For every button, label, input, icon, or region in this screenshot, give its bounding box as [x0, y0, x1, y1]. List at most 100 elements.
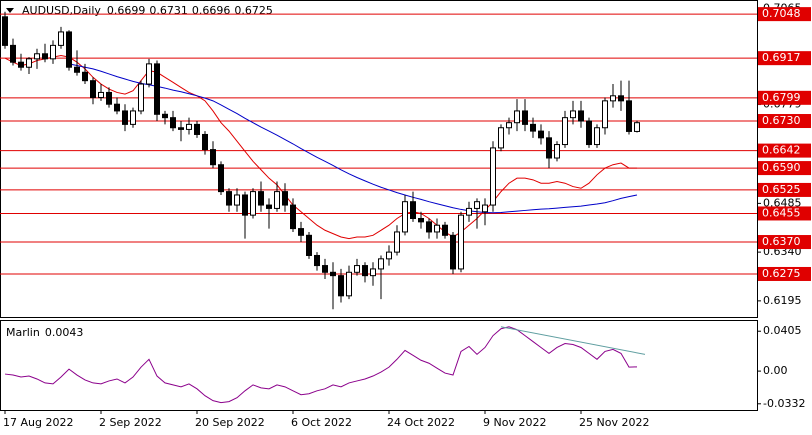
level-label-box: [758, 235, 811, 250]
candle-body: [450, 234, 456, 270]
candle-body: [530, 123, 536, 132]
main-panel: [0, 0, 758, 318]
candle-body: [90, 80, 96, 98]
x-tick-label: 6 Oct 2022: [291, 416, 352, 429]
close-value: 0.6725: [234, 4, 273, 17]
candle-body: [106, 91, 112, 105]
candle-body: [138, 83, 144, 112]
candle-body: [266, 204, 272, 209]
candle-body: [346, 271, 352, 297]
y-tick-label: 0.00: [763, 364, 788, 377]
candle-body: [258, 191, 264, 206]
level-label-box: [758, 7, 811, 22]
candle-body: [610, 95, 616, 102]
level-label: 0.6799: [762, 91, 801, 104]
candle-body: [322, 265, 328, 273]
level-label-box: [758, 206, 811, 221]
low-value: 0.6696: [192, 4, 231, 17]
candle-body: [426, 221, 432, 233]
indicator-line: [4, 326, 638, 404]
y-tick-label: 0.6195: [763, 294, 802, 307]
y-tick-label: -0.0332: [763, 397, 805, 410]
open-value: 0.6699: [107, 4, 146, 17]
x-tick-label: 24 Oct 2022: [387, 416, 455, 429]
level-label-box: [758, 266, 811, 281]
candle-body: [314, 254, 320, 267]
candle-body: [226, 191, 232, 206]
candle-body: [274, 191, 280, 209]
candle-body: [410, 201, 416, 220]
candle-body: [490, 147, 496, 206]
candle-body: [442, 224, 448, 236]
candle-body: [250, 191, 256, 216]
level-label: 0.6275: [762, 267, 801, 280]
candle-body: [26, 58, 32, 68]
candle-body: [594, 127, 600, 146]
candle-body: [338, 275, 344, 297]
level-label-box: [758, 161, 811, 176]
candle-body: [562, 117, 568, 146]
candle-body: [58, 31, 64, 46]
candle-body: [458, 214, 464, 270]
candle-body: [194, 123, 200, 135]
x-tick-label: 9 Nov 2022: [483, 416, 546, 429]
candle-body: [634, 122, 640, 132]
x-tick-label: 17 Aug 2022: [3, 416, 73, 429]
y-tick-label: 0.0405: [763, 324, 802, 337]
candle-body: [546, 137, 552, 159]
candle-body: [74, 66, 80, 73]
moving-average: [4, 54, 637, 240]
chart-title: AUDUSD,Daily 0.6699 0.6731 0.6696 0.6725: [22, 4, 273, 17]
oscillator-panel: [0, 320, 758, 411]
level-label: 0.7048: [762, 7, 801, 20]
candle-body: [34, 53, 40, 60]
candle-body: [466, 207, 472, 216]
indicator-value: 0.0043: [45, 326, 84, 339]
high-value: 0.6731: [149, 4, 188, 17]
level-label-box: [758, 114, 811, 129]
candle-body: [50, 44, 56, 60]
level-label-box: [758, 143, 811, 158]
x-tick-label: 25 Nov 2022: [579, 416, 649, 429]
candle-body: [42, 53, 48, 60]
candle-body: [170, 117, 176, 129]
candle-body: [154, 63, 160, 115]
candle-body: [178, 127, 184, 130]
moving-average: [68, 63, 638, 214]
indicator-name: Marlin: [6, 326, 40, 339]
candle-body: [354, 265, 360, 273]
candle-body: [146, 63, 152, 85]
level-label-box: [758, 90, 811, 105]
level-label: 0.6730: [762, 114, 801, 127]
x-tick-label: 2 Sep 2022: [99, 416, 162, 429]
candle-body: [162, 113, 168, 119]
level-label-box: [758, 51, 811, 66]
candle-body: [482, 204, 488, 213]
candle-body: [66, 31, 72, 68]
level-label: 0.6917: [762, 51, 801, 64]
trendline: [500, 326, 646, 355]
symbol: AUDUSD,Daily: [22, 4, 101, 17]
candle-body: [586, 120, 592, 146]
candle-body: [202, 133, 208, 151]
level-label: 0.6455: [762, 206, 801, 219]
candle-body: [418, 218, 424, 223]
level-label: 0.6525: [762, 183, 801, 196]
x-tick-label: 20 Sep 2022: [195, 416, 265, 429]
candle-body: [434, 224, 440, 233]
candle-body: [130, 110, 136, 125]
candle-body: [522, 110, 528, 125]
candle-body: [578, 110, 584, 122]
candle-body: [362, 265, 368, 277]
candle-body: [114, 103, 120, 112]
candle-body: [570, 110, 576, 119]
level-label: 0.6370: [762, 235, 801, 248]
candle-body: [98, 91, 104, 98]
candle-body: [282, 191, 288, 206]
oscillator-title: Marlin 0.0043: [6, 326, 83, 339]
candle-body: [18, 61, 24, 68]
candle-body: [626, 100, 632, 132]
candle-body: [506, 122, 512, 129]
candle-body: [242, 194, 248, 216]
